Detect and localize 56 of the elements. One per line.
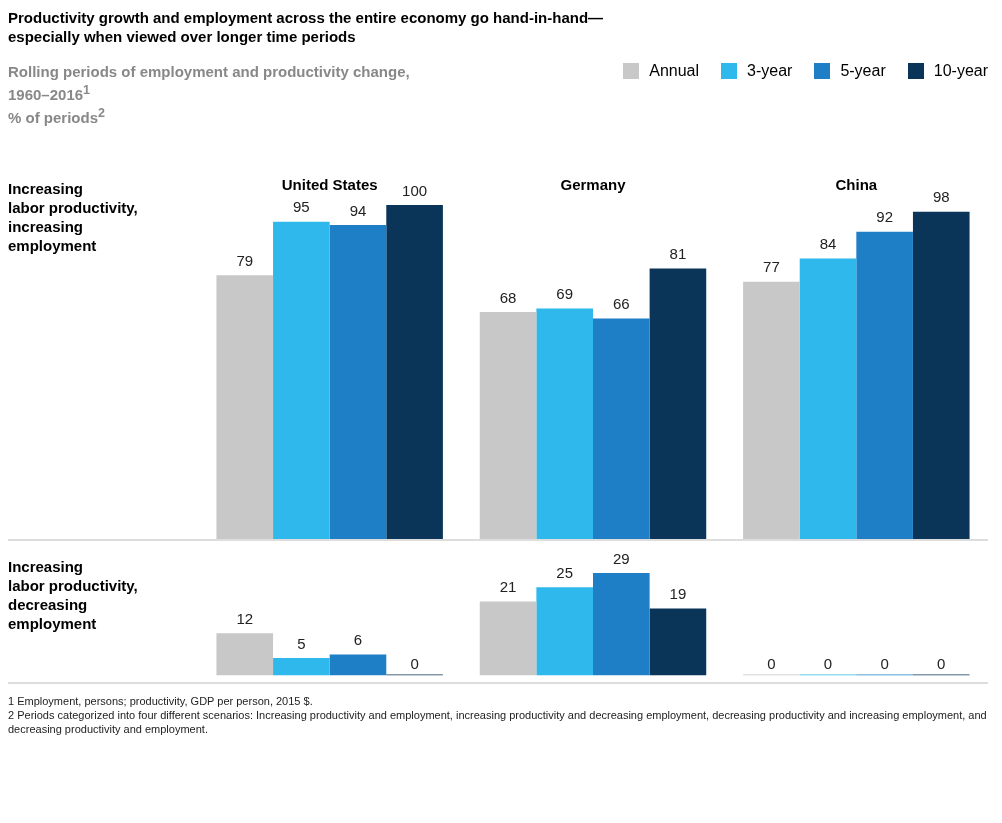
- legend-label: 3-year: [747, 62, 793, 80]
- data-label: 66: [612, 295, 630, 313]
- bar: [593, 573, 650, 676]
- data-label: 0: [880, 655, 889, 673]
- text: 1 Employment, persons; productivity, GDP per person, 2015 $.: [8, 693, 314, 708]
- bar: [593, 318, 650, 539]
- data-label: 0: [767, 655, 776, 673]
- bar: [912, 211, 970, 539]
- bar: [649, 268, 707, 539]
- bar: [273, 221, 330, 539]
- data-label: 29: [612, 549, 630, 567]
- bar: [536, 308, 593, 539]
- bar: [649, 608, 707, 676]
- data-label: 19: [669, 585, 687, 603]
- x-tick-label: Germany: [560, 176, 627, 194]
- y-axis-title: Increasing labor productivity, decreasing employment: [8, 558, 138, 632]
- legend-label: Annual: [649, 62, 700, 80]
- x-tick-label: China: [835, 176, 878, 194]
- data-label: 84: [819, 235, 837, 253]
- data-label: 94: [349, 201, 367, 219]
- bar: [479, 601, 537, 676]
- x-tick-label: United States: [281, 176, 378, 194]
- data-label: 5: [297, 634, 306, 652]
- legend-label: 5-year: [840, 62, 886, 80]
- data-label: 81: [669, 245, 687, 263]
- data-label: 21: [499, 577, 517, 595]
- chart-subtitle: Rolling periods of employment and productivity change, 1960–2016$^{1}$ % of periods$^{2}$: [8, 62, 410, 127]
- data-label: 69: [556, 285, 574, 303]
- data-label: 68: [499, 288, 517, 306]
- chart-title: Productivity growth and employment across the entire economy go hand-in-hand— especially when viewed over longer time periods: [8, 8, 605, 46]
- bar: [273, 657, 330, 676]
- data-label: 95: [293, 198, 310, 216]
- bar: [329, 654, 387, 676]
- bar: [216, 275, 274, 539]
- legend-label: 10-year: [933, 62, 988, 80]
- data-label: 100: [402, 181, 428, 199]
- data-label: 92: [876, 208, 893, 226]
- data-label: 79: [236, 251, 254, 269]
- y-axis-title: Increasing labor productivity, increasing employment: [8, 180, 138, 254]
- bar: [536, 587, 593, 676]
- text: 2 Periods categorized into four different scenarios: Increasing productivity and employment, increasing productivity and decreasing employment, decreasing productivity and increasing employment, and decreasing productivity and employment.: [8, 707, 988, 736]
- bar: [216, 633, 274, 676]
- data-label: 12: [236, 609, 254, 627]
- bar: [743, 281, 800, 539]
- data-label: 0: [937, 655, 946, 673]
- bar: [799, 258, 857, 539]
- data-label: 98: [932, 188, 950, 206]
- data-label: 0: [823, 655, 833, 673]
- bar: [856, 231, 913, 539]
- data-label: 0: [410, 655, 419, 673]
- bar: [479, 311, 537, 539]
- data-label: 77: [763, 258, 780, 276]
- bar: [386, 205, 443, 539]
- data-label: 25: [556, 563, 574, 581]
- data-label: 6: [353, 630, 363, 648]
- bar: [329, 225, 387, 539]
